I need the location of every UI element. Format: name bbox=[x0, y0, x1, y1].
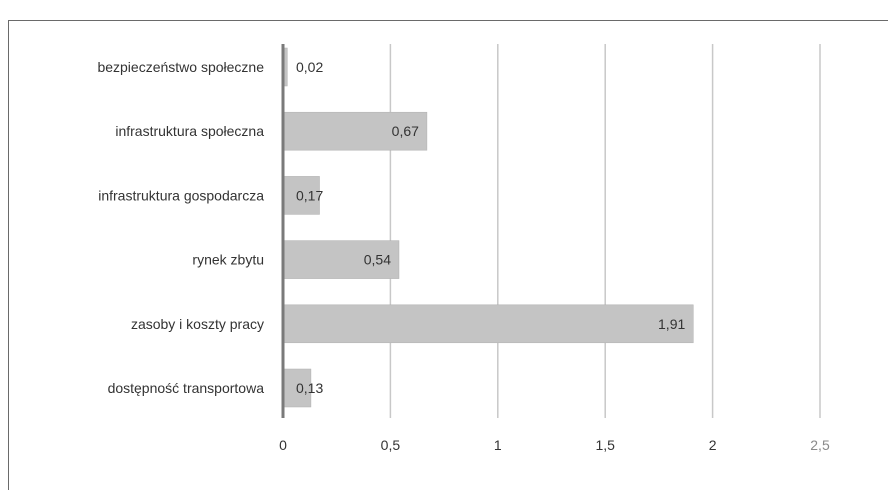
category-labels: bezpieczeństwo społeczne infrastruktura s… bbox=[97, 59, 264, 396]
x-tick-label: 0 bbox=[279, 437, 287, 453]
bars bbox=[282, 47, 694, 408]
value-label: 0,67 bbox=[392, 123, 419, 139]
bar bbox=[282, 240, 400, 279]
category-label: infrastruktura społeczna bbox=[115, 123, 264, 139]
bar bbox=[282, 368, 312, 408]
category-label: rynek zbytu bbox=[192, 252, 264, 268]
grid-lines bbox=[389, 44, 821, 418]
category-label: bezpieczeństwo społeczne bbox=[97, 59, 264, 75]
x-tick-label: 2 bbox=[709, 437, 717, 453]
value-label: 0,02 bbox=[296, 59, 323, 75]
x-tick-label: 1 bbox=[494, 437, 502, 453]
value-label: 0,17 bbox=[296, 187, 323, 203]
bar bbox=[282, 111, 428, 151]
value-label: 1,91 bbox=[658, 316, 685, 332]
x-tick-label: 0,5 bbox=[381, 437, 401, 453]
value-label: 0,13 bbox=[296, 380, 323, 396]
value-labels: 0,02 0,67 0,17 0,54 1,91 0,13 bbox=[296, 59, 685, 396]
category-label: infrastruktura gospodarcza bbox=[98, 187, 264, 203]
category-label: zasoby i koszty pracy bbox=[131, 316, 264, 332]
category-label: dostępność transportowa bbox=[108, 380, 265, 396]
bar bbox=[282, 176, 320, 215]
chart-frame bbox=[8, 20, 888, 490]
bar bbox=[282, 304, 694, 344]
x-tick-label: 2,5 bbox=[810, 437, 830, 453]
x-tick-label: 1,5 bbox=[595, 437, 615, 453]
x-tick-labels: 0 0,5 1 1,5 2 2,5 bbox=[279, 437, 830, 453]
value-label: 0,54 bbox=[364, 252, 391, 268]
